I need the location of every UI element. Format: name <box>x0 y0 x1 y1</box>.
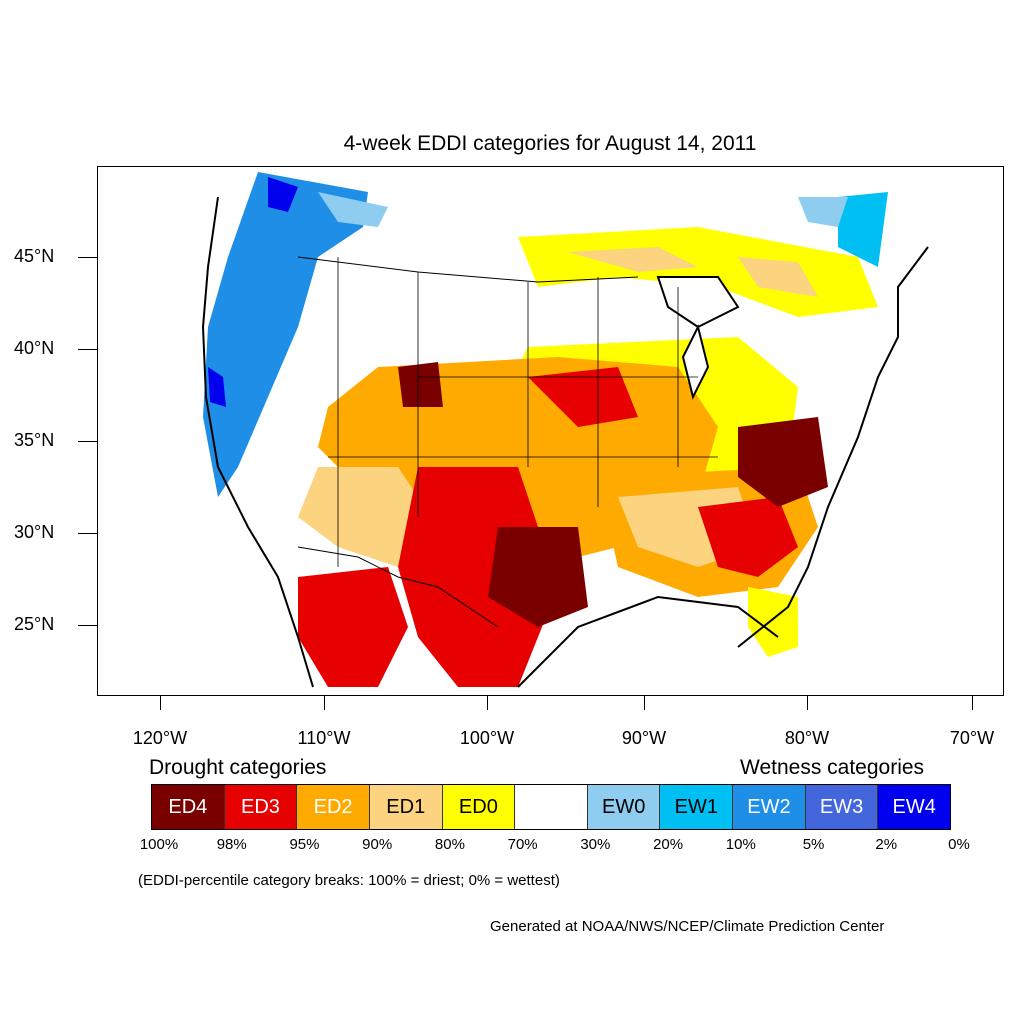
category-legend: ED4 ED3 ED2 ED1 ED0 EW0 EW1 EW2 EW3 EW4 <box>151 784 951 830</box>
lon-tick <box>807 696 808 710</box>
region-ed3-mexico <box>298 567 408 687</box>
region-ed3-southeast <box>698 497 798 577</box>
percentile-label: 5% <box>802 836 825 853</box>
region-ed1-upper <box>738 257 818 297</box>
lon-label-70: 70°W <box>949 728 995 748</box>
legend-box-ew2: EW2 <box>733 785 806 829</box>
lon-tick <box>644 696 645 710</box>
percentile-label: 30% <box>580 836 611 853</box>
region-ed1-north <box>568 247 698 272</box>
wetness-heading: Wetness categories <box>740 756 925 779</box>
legend-box-ed3: ED3 <box>224 785 298 829</box>
map-title: 4-week EDDI categories for August 14, 20… <box>343 132 757 155</box>
legend-box-ed0: ED0 <box>442 785 516 829</box>
percentile-label: 10% <box>725 836 756 853</box>
lat-label-35: 35°N <box>14 430 55 450</box>
region-ed3-midwest <box>528 367 638 427</box>
state-borders <box>328 257 718 567</box>
region-ew4-coast <box>208 367 226 407</box>
coastline-east <box>737 246 929 648</box>
percentile-label: 0% <box>948 836 970 853</box>
lon-tick <box>972 696 973 710</box>
drought-heading: Drought categories <box>149 756 327 779</box>
lat-tick <box>78 533 97 534</box>
percentile-label: 90% <box>362 836 393 853</box>
coastline-gulf <box>517 595 779 688</box>
percentile-label: 2% <box>875 836 898 853</box>
lat-label-40: 40°N <box>14 338 55 358</box>
us-canada-border <box>297 256 639 283</box>
lat-label-30: 30°N <box>14 522 55 542</box>
lon-label-80: 80°W <box>784 728 830 748</box>
percentile-labels: 100% 98% 95% 90% 80% 70% 30% 20% 10% 5% 2% 0% <box>0 836 1024 856</box>
lon-label-100: 100°W <box>459 728 515 748</box>
percentile-label: 100% <box>139 836 179 853</box>
legend-box-ew1: EW1 <box>660 785 734 829</box>
legend-box-ew4: EW4 <box>878 785 951 829</box>
lon-label-90: 90°W <box>621 728 667 748</box>
credit-line: Generated at NOAA/NWS/NCEP/Climate Predi… <box>490 918 885 935</box>
region-ed4-colorado <box>398 362 443 407</box>
region-ew0-northwest <box>318 192 388 227</box>
region-ew1-maine <box>838 192 888 267</box>
region-ed4-texas <box>488 527 588 627</box>
lat-label-25: 25°N <box>14 614 55 634</box>
lat-tick <box>78 349 97 350</box>
region-ew4-northwest <box>268 177 298 212</box>
percentile-label: 20% <box>653 836 684 853</box>
legend-box-ew3: EW3 <box>805 785 879 829</box>
map-panel <box>97 166 1004 696</box>
region-ew-northwest <box>203 172 368 497</box>
percentile-label: 80% <box>434 836 465 853</box>
coastline-west <box>201 196 314 688</box>
lon-tick <box>324 696 325 710</box>
lat-tick <box>78 441 97 442</box>
lat-tick <box>78 257 97 258</box>
legend-box-ew0: EW0 <box>587 785 661 829</box>
lake-michigan <box>681 324 710 400</box>
category-note: (EDDI-percentile category breaks: 100% =… <box>138 872 560 889</box>
percentile-label: 70% <box>507 836 538 853</box>
legend-box-ed1: ED1 <box>369 785 443 829</box>
region-ed3-plains <box>398 467 558 687</box>
legend-box-ed4: ED4 <box>152 785 225 829</box>
region-ed0-florida <box>748 587 798 657</box>
eddi-map <box>201 172 1003 695</box>
lon-tick <box>487 696 488 710</box>
region-ew0-maine <box>798 197 848 227</box>
region-ed0-north <box>518 227 878 317</box>
lon-tick <box>160 696 161 710</box>
lat-label-45: 45°N <box>14 246 55 266</box>
lon-label-120: 120°W <box>132 728 188 748</box>
ocean-gulf <box>518 647 798 687</box>
legend-box-ed2: ED2 <box>297 785 370 829</box>
lat-tick <box>78 625 97 626</box>
lon-label-110: 110°W <box>297 728 351 748</box>
ocean-atlantic <box>818 287 1003 695</box>
legend-box-neutral <box>515 785 588 829</box>
percentile-label: 98% <box>216 836 247 853</box>
region-ed4-carolinas <box>738 417 828 507</box>
percentile-label: 95% <box>289 836 320 853</box>
